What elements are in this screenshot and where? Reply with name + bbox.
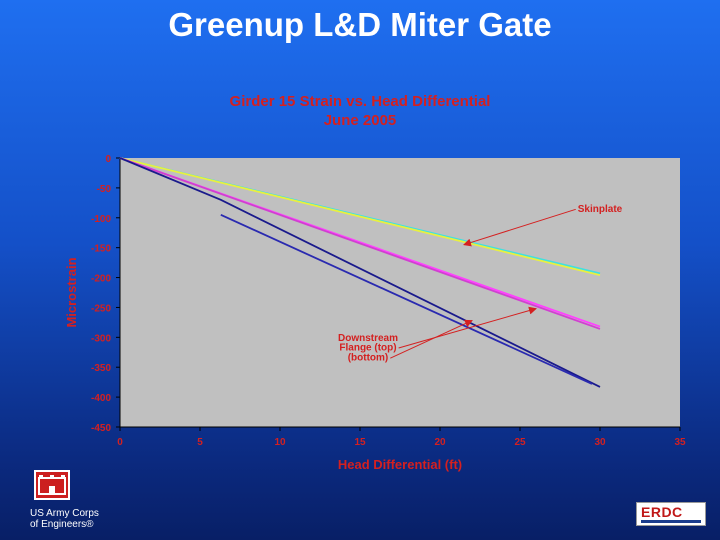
annotation-arrow <box>463 208 576 247</box>
y-tick-label: -50 <box>97 184 112 195</box>
chart-title: Girder 15 Strain vs. Head Differential <box>229 93 491 110</box>
x-tick-label: 35 <box>674 437 686 448</box>
series-line-6 <box>220 213 593 385</box>
series-line-4 <box>119 157 601 330</box>
x-axis-label: Head Differential (ft) <box>338 457 462 472</box>
y-tick-label: 0 <box>105 154 111 165</box>
erdc-logo: ERDC <box>636 502 706 526</box>
usace-castle-logo <box>34 470 70 500</box>
chart-subtitle: June 2005 <box>323 112 397 129</box>
usace-text: US Army Corps of Engineers® <box>30 508 99 530</box>
erdc-logo-bar <box>641 520 701 523</box>
y-tick-label: -300 <box>91 333 111 344</box>
annotation-arrow <box>390 319 473 359</box>
annotation-label: (bottom) <box>348 353 389 364</box>
y-tick-label: -200 <box>91 274 111 285</box>
axes: 0 -50 -100 -150 -200 -250 -300 -350 -400 -450 0 5 10… <box>91 154 686 448</box>
x-tick-label: 30 <box>594 437 606 448</box>
castle-icon <box>38 475 66 495</box>
slide-title: Greenup L&D Miter Gate <box>168 6 552 43</box>
annotation-label: Skinplate <box>578 204 623 215</box>
x-tick-label: 0 <box>117 437 123 448</box>
annotation-arrow <box>398 306 537 349</box>
x-tick-label: 20 <box>434 437 446 448</box>
y-tick-label: -400 <box>91 393 111 404</box>
x-tick-label: 10 <box>274 437 286 448</box>
y-tick-label: -350 <box>91 363 111 374</box>
y-tick-label: -450 <box>91 423 111 434</box>
x-tick-label: 5 <box>197 437 203 448</box>
y-tick-label: -250 <box>91 303 111 314</box>
org-line-2: of Engineers® <box>30 519 94 530</box>
annotation-label: Downstream <box>338 333 398 344</box>
y-axis-label: Microstrain <box>64 257 79 327</box>
y-tick-label: -100 <box>91 214 111 225</box>
series-line-2 <box>119 157 601 277</box>
erdc-logo-text: ERDC <box>641 504 683 520</box>
series-layer <box>119 157 601 388</box>
plot-area <box>120 158 680 427</box>
annotation-label: Flange (top) <box>339 342 396 353</box>
series-line-5 <box>119 157 601 388</box>
y-tick-label: -150 <box>91 244 111 255</box>
x-tick-label: 25 <box>514 437 526 448</box>
chart-title-block: Girder 15 Strain vs. Head Differential J… <box>0 92 720 130</box>
org-line-1: US Army Corps <box>30 508 99 519</box>
x-tick-label: 15 <box>354 437 366 448</box>
